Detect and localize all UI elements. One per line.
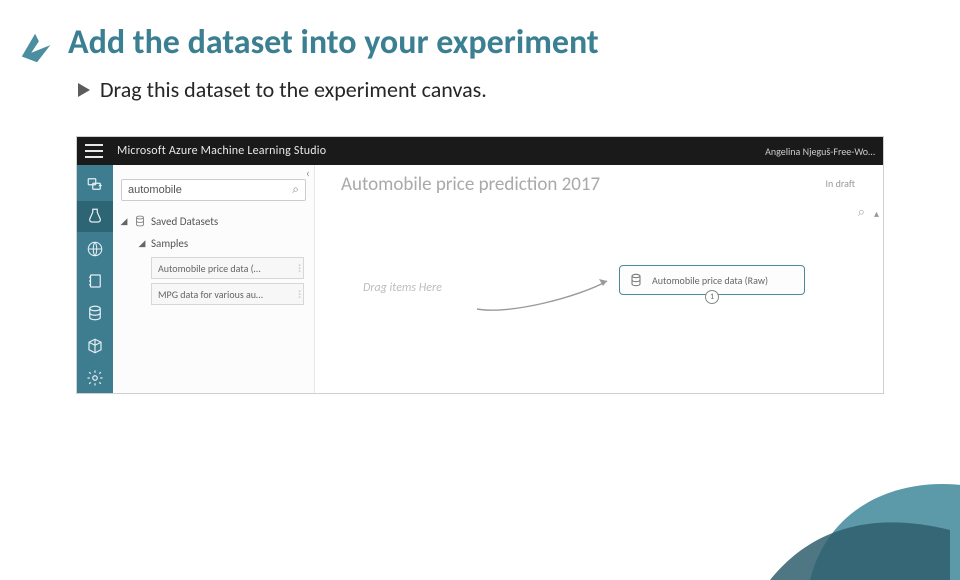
search-icon[interactable]: ⌕ bbox=[292, 183, 299, 197]
database-icon bbox=[133, 214, 147, 228]
rail-datasets-icon[interactable] bbox=[77, 298, 113, 328]
dataset-node-icon bbox=[628, 272, 644, 288]
drag-handle-icon[interactable]: ⫶⫶ bbox=[298, 288, 299, 301]
search-box[interactable]: ⌕ bbox=[121, 179, 306, 201]
app-brand: Microsoft Azure Machine Learning Studio bbox=[117, 144, 326, 158]
slide-bullet: Drag this dataset to the experiment canv… bbox=[78, 76, 487, 103]
caret-icon: ◢ bbox=[137, 238, 147, 249]
tree-sub-row[interactable]: ◢ Samples bbox=[137, 233, 308, 253]
rail-models-icon[interactable] bbox=[77, 330, 113, 360]
canvas-node[interactable]: Automobile price data (Raw) 1 bbox=[619, 265, 805, 295]
slide-title: Add the dataset into your experiment bbox=[68, 22, 599, 63]
canvas-search-icon[interactable]: ⌕ bbox=[858, 205, 865, 220]
canvas-collapse-icon[interactable]: ▴ bbox=[874, 207, 879, 220]
collapse-panel-icon[interactable]: ‹ bbox=[306, 167, 310, 181]
left-rail bbox=[77, 165, 113, 393]
user-label[interactable]: Angelina Njeguš-Free-Wo… bbox=[765, 145, 875, 158]
tree-root-row[interactable]: ◢ Saved Datasets bbox=[119, 211, 308, 231]
caret-icon: ◢ bbox=[119, 216, 129, 227]
node-label: Automobile price data (Raw) bbox=[652, 274, 768, 287]
experiment-status: In draft bbox=[826, 177, 855, 190]
rail-projects-icon[interactable] bbox=[77, 169, 113, 199]
azure-ml-screenshot: Microsoft Azure Machine Learning Studio … bbox=[76, 136, 884, 394]
rail-notebooks-icon[interactable] bbox=[77, 266, 113, 296]
tree-root-label: Saved Datasets bbox=[151, 215, 218, 228]
drag-arrow-icon bbox=[469, 273, 619, 317]
rail-experiments-icon[interactable] bbox=[77, 201, 113, 231]
tree-sub-label: Samples bbox=[151, 237, 188, 250]
bullet-text: Drag this dataset to the experiment canv… bbox=[100, 76, 487, 103]
node-output-port[interactable]: 1 bbox=[705, 290, 719, 304]
slide-logo-icon bbox=[18, 28, 56, 66]
search-input[interactable] bbox=[128, 184, 292, 196]
drag-handle-icon[interactable]: ⫶⫶ bbox=[298, 262, 299, 275]
drag-hint-text: Drag items Here bbox=[363, 281, 442, 295]
rail-settings-icon[interactable] bbox=[77, 363, 113, 393]
experiment-canvas[interactable]: Automobile price prediction 2017 In draf… bbox=[315, 165, 883, 393]
tile-label: Automobile price data (… bbox=[158, 262, 261, 275]
dataset-tile[interactable]: MPG data for various au… ⫶⫶ bbox=[151, 283, 304, 305]
hamburger-icon[interactable] bbox=[85, 144, 103, 158]
tile-label: MPG data for various au… bbox=[158, 288, 263, 301]
side-panel: ‹ ⌕ ◢ Saved Datasets ◢ Samples Auto bbox=[113, 165, 315, 393]
experiment-title[interactable]: Automobile price prediction 2017 bbox=[341, 173, 600, 196]
bullet-arrow-icon bbox=[78, 83, 90, 97]
rail-web-icon[interactable] bbox=[77, 234, 113, 264]
slide-decoration-icon bbox=[770, 380, 960, 580]
dataset-tile[interactable]: Automobile price data (… ⫶⫶ bbox=[151, 257, 304, 279]
app-topbar: Microsoft Azure Machine Learning Studio … bbox=[77, 137, 883, 165]
